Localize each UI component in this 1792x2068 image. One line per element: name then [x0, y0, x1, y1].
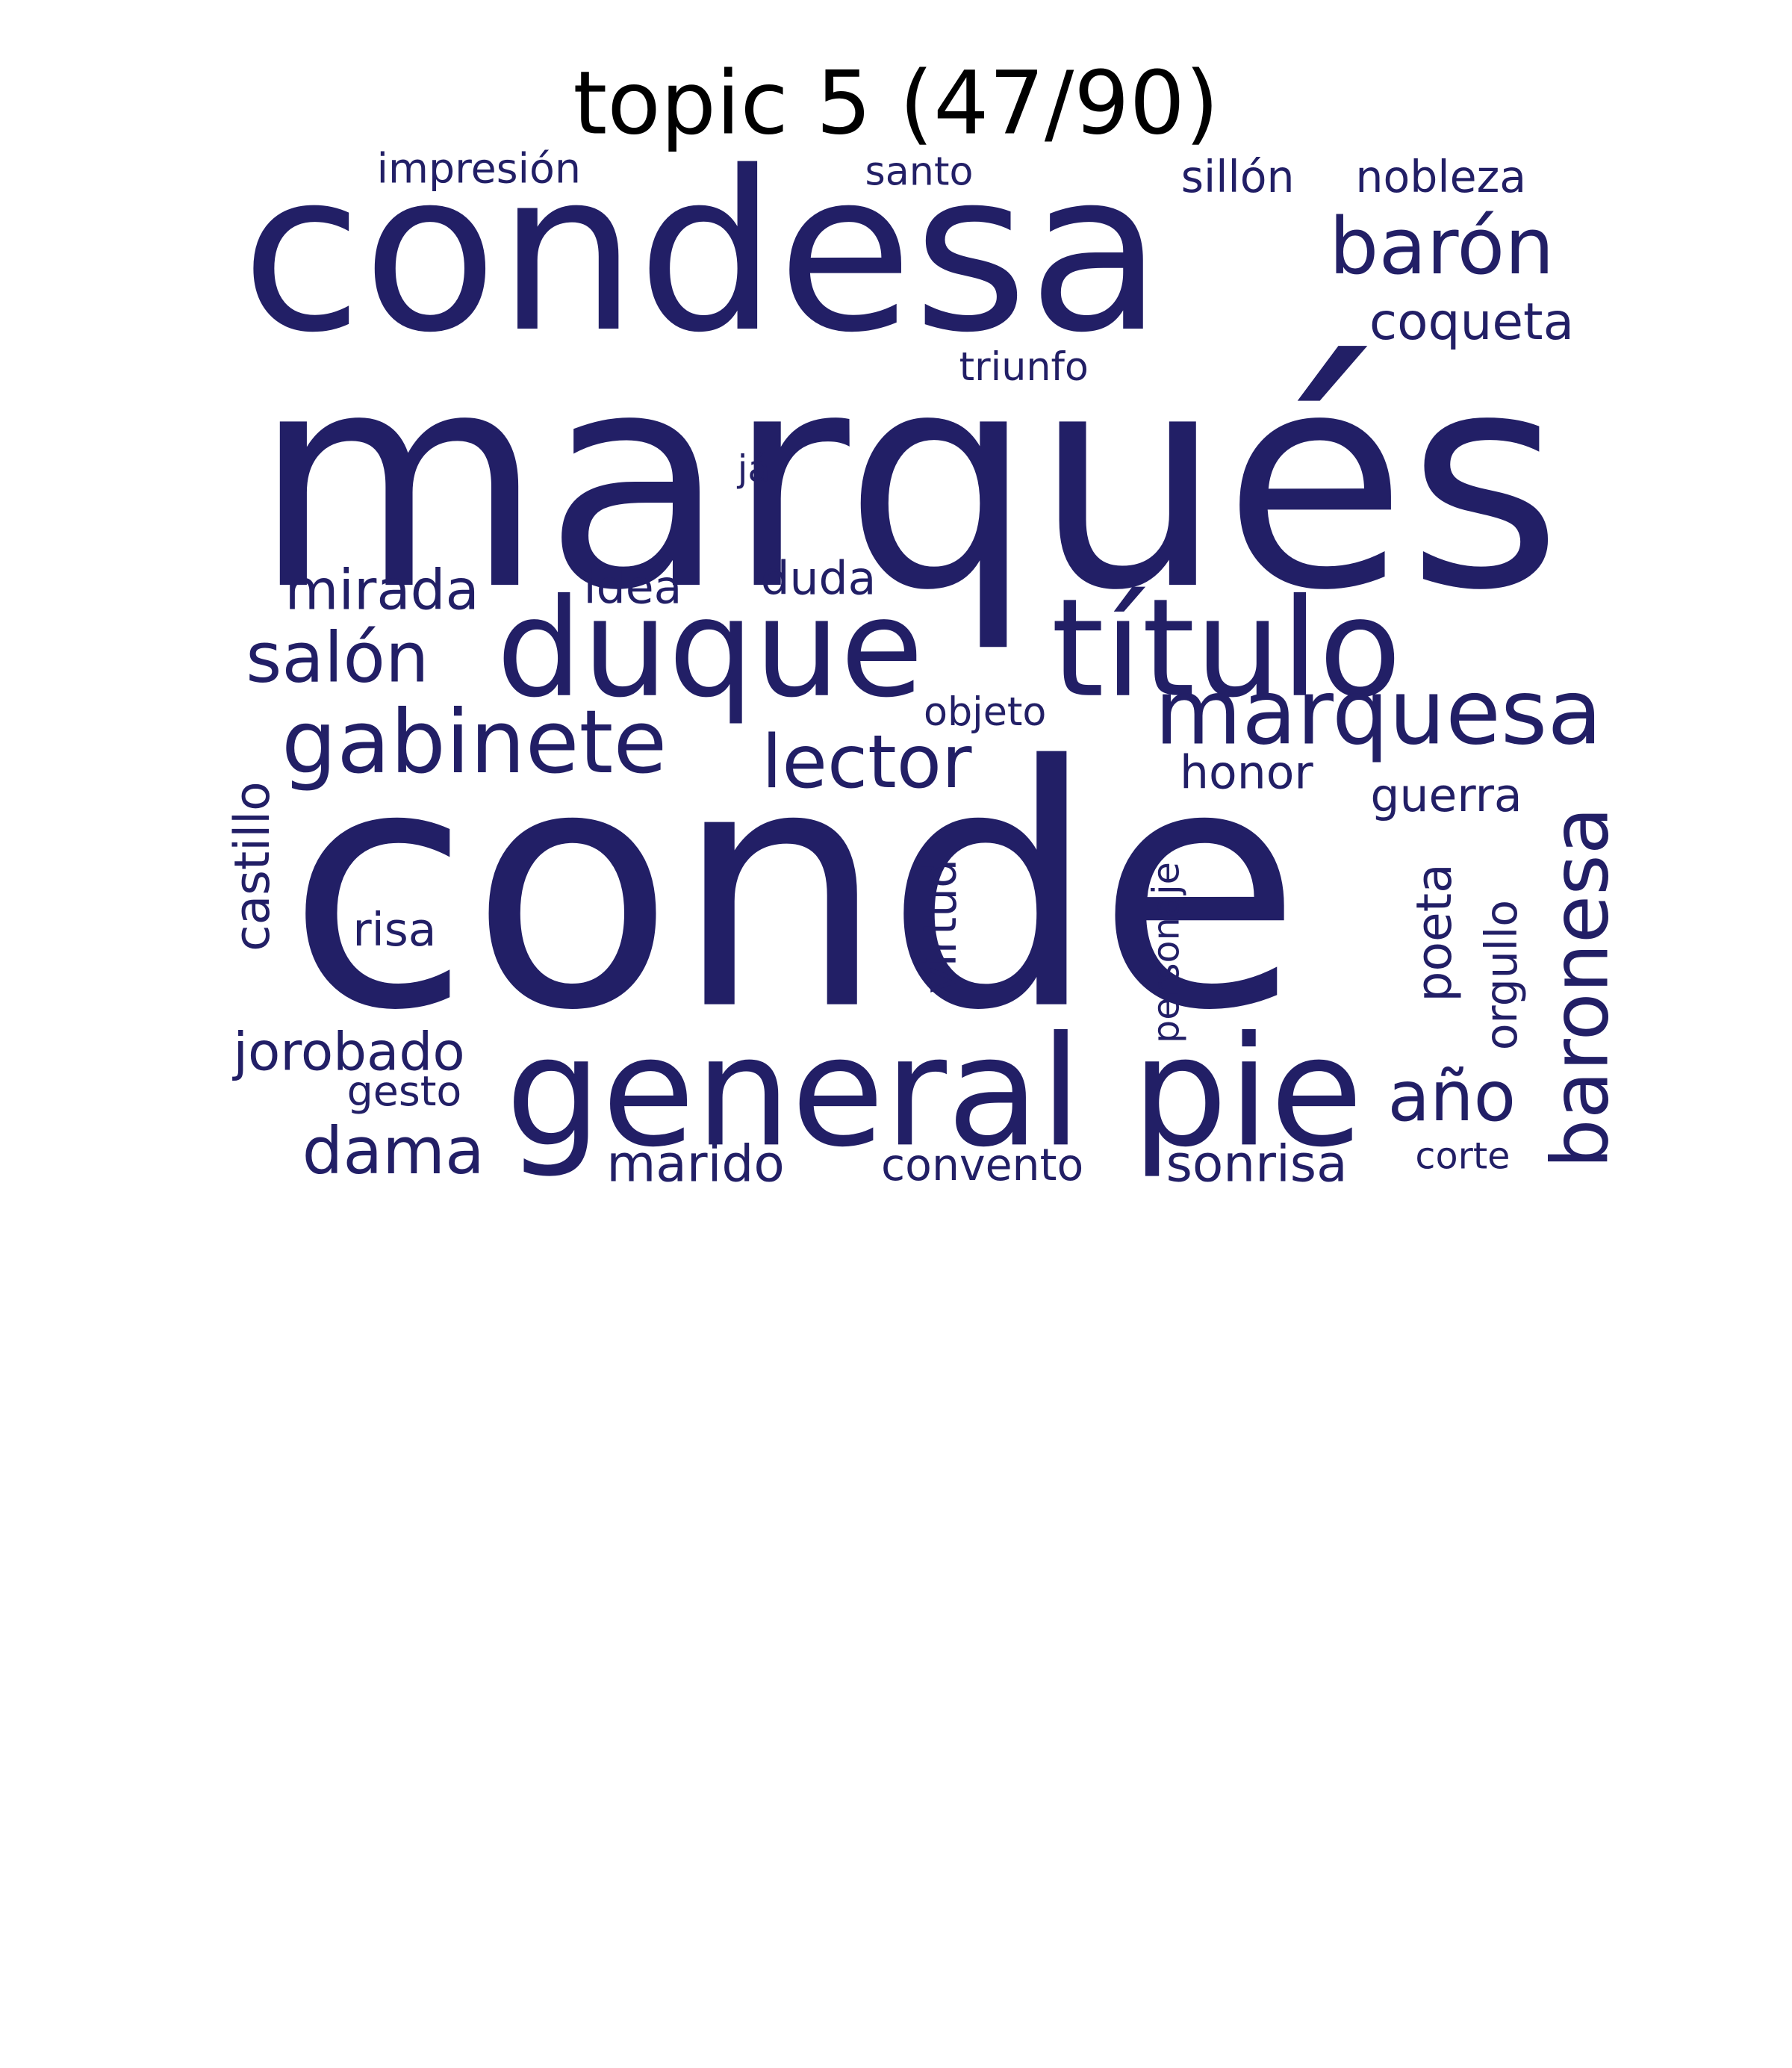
word-ano: año [1387, 1057, 1516, 1138]
word-ja: já [737, 447, 771, 491]
word-baron: barón [1329, 202, 1555, 294]
word-marques: marqués [252, 308, 1563, 656]
word-duda: duda [760, 553, 877, 606]
word-condesa: condesa [241, 125, 1163, 382]
word-gabinete: gabinete [281, 690, 668, 793]
word-general: general [505, 1004, 1082, 1182]
word-lector: lector [762, 720, 972, 806]
word-virtud: virtud [914, 858, 968, 994]
word-corte: corte [1415, 1134, 1511, 1178]
word-salon: salón [246, 618, 429, 699]
word-titulo: título [1051, 568, 1402, 727]
word-mirada: mirada [284, 558, 479, 623]
word-orgullo: orgullo [1475, 899, 1527, 1051]
word-conde: conde [287, 696, 1302, 1084]
word-triunfo: triunfo [959, 344, 1089, 391]
word-castillo: castillo [224, 781, 281, 951]
word-convento: convento [881, 1140, 1084, 1190]
word-pie: pie [1131, 1004, 1363, 1182]
word-baronesa: baronesa [1535, 807, 1627, 1169]
word-jorobado: jorobado [233, 1020, 465, 1083]
word-poeta: poeta [1406, 863, 1463, 1002]
word-marido: marido [606, 1135, 785, 1194]
word-idea: idea [583, 562, 682, 615]
word-sillon: sillón [1180, 152, 1295, 202]
word-dama: dama [302, 1114, 485, 1190]
word-guerra: guerra [1370, 769, 1522, 823]
word-marquesa: marquesa [1154, 662, 1602, 766]
word-gesto: gesto [346, 1068, 462, 1116]
word-objeto: objeto [923, 689, 1047, 736]
word-risa: risa [352, 904, 437, 957]
word-santo: santo [865, 149, 974, 196]
word-nobleza: nobleza [1355, 152, 1527, 202]
chart-title: topic 5 (47/90) [573, 52, 1219, 155]
word-impresion: impresión [376, 146, 582, 193]
word-coqueta: coqueta [1369, 293, 1575, 352]
word-personaje: personaje [1144, 862, 1188, 1043]
word-duque: duque [496, 568, 924, 727]
word-sonrisa: sonrisa [1166, 1135, 1348, 1194]
word-honor: honor [1180, 747, 1313, 800]
